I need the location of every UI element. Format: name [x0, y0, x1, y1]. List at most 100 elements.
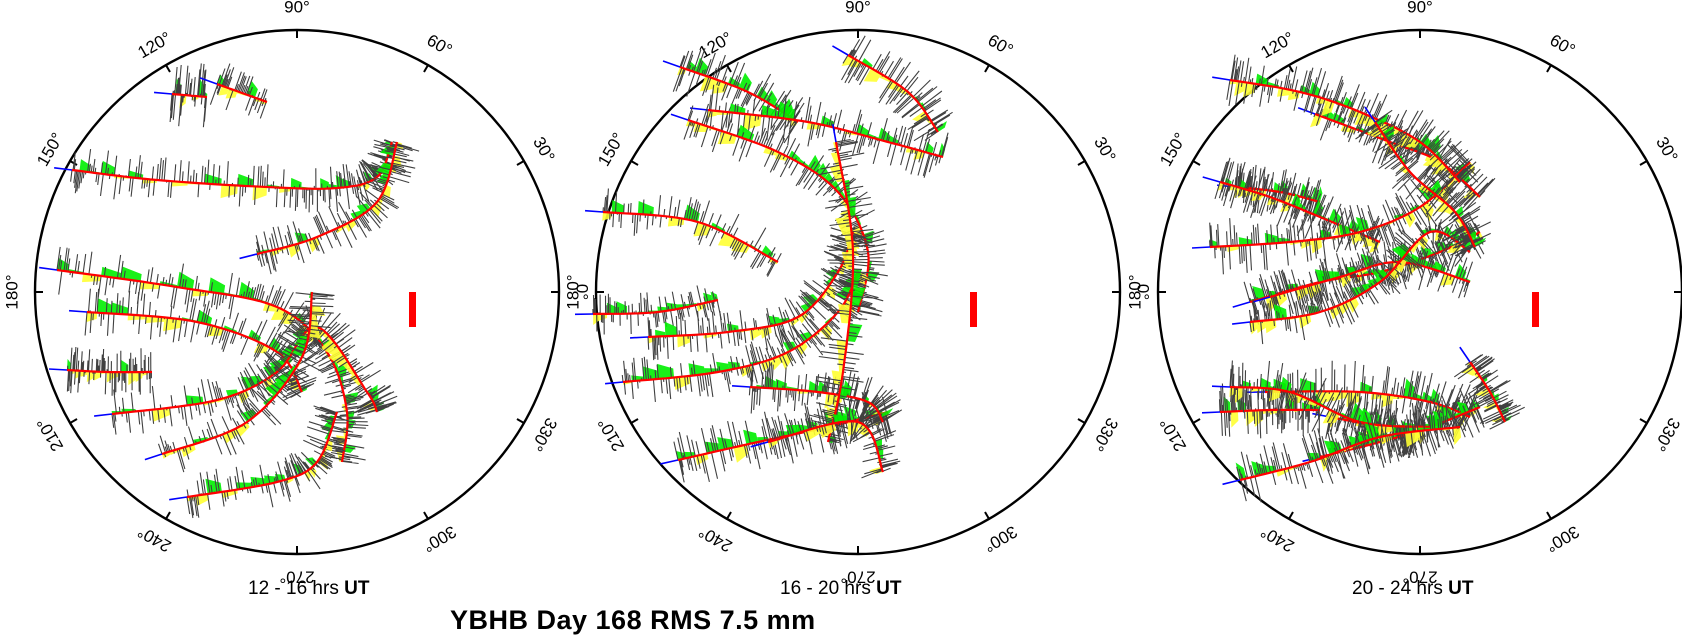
azimuth-label: 300° — [1543, 522, 1583, 556]
track-line — [707, 108, 944, 159]
panel-caption-unit: UT — [1448, 578, 1474, 599]
residual-fill — [1434, 195, 1444, 204]
low-elevation-segment — [670, 113, 689, 121]
low-elevation-segment — [1222, 479, 1241, 486]
azimuth-label: 30° — [1652, 134, 1681, 166]
track-line — [1269, 260, 1471, 299]
residual-fill — [120, 266, 142, 282]
azimuth-label: 30° — [1090, 134, 1119, 166]
residual-fill — [935, 121, 947, 132]
residual-fill — [655, 329, 666, 337]
azimuth-label: 270° — [1402, 568, 1437, 587]
track-line — [622, 271, 860, 384]
low-elevation-segment — [1202, 176, 1221, 183]
residual-fill — [844, 234, 853, 253]
azimuth-label: 270° — [279, 568, 314, 587]
residual-fill — [1260, 377, 1271, 389]
residual-fill — [1452, 427, 1462, 446]
residual-fill — [1357, 268, 1367, 276]
skyplot-panel-16-20: 0°30°60°90°120°150°180°210°240°270°300°3… — [563, 0, 1152, 587]
residual-fill — [593, 313, 600, 326]
residual-fill — [924, 141, 934, 154]
satellite-track — [239, 141, 420, 275]
residual-fill — [1340, 274, 1351, 288]
azimuth-label: 300° — [981, 522, 1021, 556]
residual-fill — [717, 131, 737, 144]
azimuth-label: 60° — [985, 31, 1017, 60]
skyplot-panel-12-16: 0° 30° 60° 90° 120° 150° 180° 210° 240° 270° 300° 3… — [2, 0, 591, 587]
residual-fill — [237, 173, 254, 187]
residual-whiskers — [111, 305, 398, 435]
residual-fill — [222, 428, 238, 444]
azimuth-tick — [516, 160, 525, 166]
azimuth-tick — [1546, 511, 1552, 520]
residual-fill — [664, 321, 678, 337]
residual-fill — [852, 269, 862, 288]
azimuth-tick — [1077, 160, 1086, 166]
low-elevation-segment — [1201, 411, 1221, 414]
residual-fill — [286, 365, 297, 377]
residual-fill — [1276, 468, 1289, 477]
track-line — [602, 210, 779, 263]
track-line — [161, 291, 314, 456]
track-line — [1469, 361, 1506, 423]
azimuth-label: 60° — [424, 31, 456, 60]
residual-fill — [699, 75, 717, 92]
residual-fill — [1367, 277, 1380, 288]
low-elevation-segment — [605, 381, 624, 385]
residual-fill — [294, 334, 309, 348]
residual-fill — [308, 325, 321, 339]
low-elevation-segment — [169, 496, 188, 501]
low-elevation-segment — [68, 309, 88, 313]
track-line — [56, 268, 349, 463]
residual-fill — [829, 165, 844, 183]
residual-fill — [1328, 208, 1342, 225]
residual-fill — [774, 152, 789, 162]
azimuth-label: 150° — [33, 130, 67, 170]
satellite-track — [144, 291, 335, 473]
low-elevation-segment — [1212, 76, 1231, 81]
track-line — [592, 298, 719, 316]
low-elevation-segment — [94, 413, 113, 417]
residual-fill — [307, 237, 320, 253]
residual-fill — [93, 371, 101, 381]
track-line — [1374, 121, 1476, 248]
residual-fill — [97, 298, 112, 314]
panel-caption-unit: UT — [876, 578, 902, 599]
track-line — [66, 368, 152, 374]
residual-fill — [761, 104, 779, 118]
residual-fill — [139, 281, 160, 290]
residual-whiskers — [1355, 109, 1491, 257]
azimuth-label: 0° — [1134, 284, 1153, 300]
residual-fill — [896, 86, 908, 95]
azimuth-label: 240° — [696, 522, 736, 556]
residual-fill — [879, 408, 894, 418]
azimuth-tick — [1546, 64, 1552, 73]
azimuth-label: 240° — [1258, 522, 1298, 556]
low-elevation-segment — [832, 124, 837, 143]
track-line — [256, 141, 399, 256]
satellite-track — [153, 63, 208, 128]
low-elevation-segment — [1252, 296, 1271, 303]
residual-fill — [1300, 378, 1317, 392]
low-elevation-segment — [750, 441, 769, 448]
track-line — [1219, 180, 1381, 244]
satellite-track — [1211, 360, 1431, 450]
residual-whiskers — [841, 35, 953, 142]
track-line — [687, 118, 870, 313]
residual-fill — [1230, 411, 1239, 428]
azimuth-tick — [630, 160, 639, 166]
residual-fill — [163, 317, 182, 332]
residual-fill — [208, 277, 226, 295]
low-elevation-segment — [731, 385, 751, 388]
residual-fill — [262, 302, 277, 312]
track-line — [767, 420, 885, 473]
residual-fill — [855, 422, 866, 429]
low-elevation-segment — [662, 60, 681, 68]
residual-fill — [1449, 173, 1457, 180]
track-line — [847, 54, 939, 133]
track-line — [1229, 385, 1431, 429]
residual-fill — [1360, 381, 1372, 393]
azimuth-tick — [1077, 418, 1086, 424]
residual-fill — [1242, 380, 1252, 388]
